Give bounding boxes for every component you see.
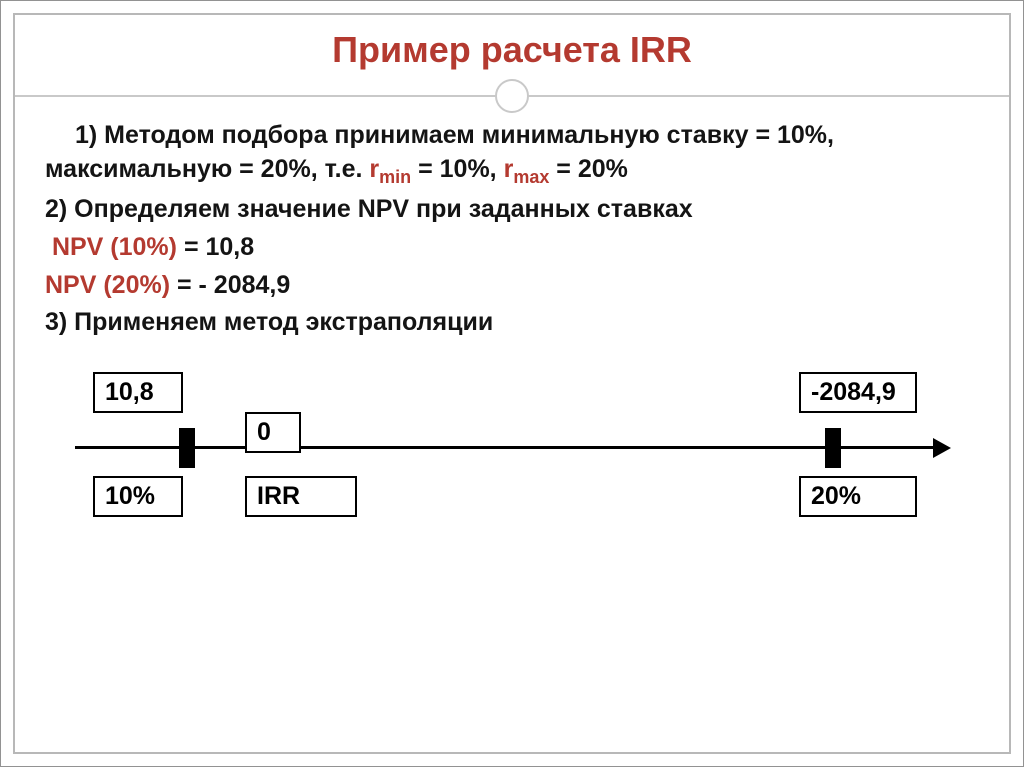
arrowhead-icon xyxy=(933,438,951,458)
divider-line-left xyxy=(15,95,496,97)
rmax-r: r xyxy=(504,155,514,183)
step-1-text-c: = 20% xyxy=(549,155,628,183)
title-divider xyxy=(15,79,1009,113)
slide-title: Пример расчета IRR xyxy=(15,29,1009,71)
box-zero: 0 xyxy=(245,412,301,453)
step-1-text-b: = 10%, xyxy=(411,155,503,183)
tick-right xyxy=(825,428,841,468)
npv-10: NPV (10%) = 10,8 xyxy=(45,231,981,265)
rmax-sub: max xyxy=(513,167,549,187)
rmin-sub: min xyxy=(379,167,411,187)
number-line xyxy=(75,446,941,449)
tick-left xyxy=(179,428,195,468)
npv-20-label: NPV (20%) xyxy=(45,271,177,299)
slide-frame: Пример расчета IRR 1) Методом подбора пр… xyxy=(0,0,1024,767)
extrapolation-diagram: 10,8 -2084,9 0 10% IRR 20% xyxy=(75,366,949,536)
body-text: 1) Методом подбора принимаем минимальную… xyxy=(15,113,1009,340)
divider-circle-icon xyxy=(495,79,529,113)
step-1: 1) Методом подбора принимаем минимальную… xyxy=(45,119,981,189)
npv-20-value: = - 2084,9 xyxy=(177,271,290,299)
rmin-label: rmin xyxy=(369,155,411,183)
npv-20: NPV (20%) = - 2084,9 xyxy=(45,269,981,303)
box-npv-neg-2084-9: -2084,9 xyxy=(799,372,917,413)
step-2: 2) Определяем значение NPV при заданных … xyxy=(45,193,981,227)
box-rate-10: 10% xyxy=(93,476,183,517)
npv-10-label: NPV (10%) xyxy=(52,233,184,261)
npv-10-value: = 10,8 xyxy=(184,233,254,261)
box-irr: IRR xyxy=(245,476,357,517)
box-npv-10-8: 10,8 xyxy=(93,372,183,413)
inner-frame: Пример расчета IRR 1) Методом подбора пр… xyxy=(13,13,1011,754)
rmin-r: r xyxy=(369,155,379,183)
rmax-label: rmax xyxy=(504,155,550,183)
step-3: 3) Применяем метод экстраполяции xyxy=(45,306,981,340)
box-rate-20: 20% xyxy=(799,476,917,517)
divider-line-right xyxy=(528,95,1009,97)
